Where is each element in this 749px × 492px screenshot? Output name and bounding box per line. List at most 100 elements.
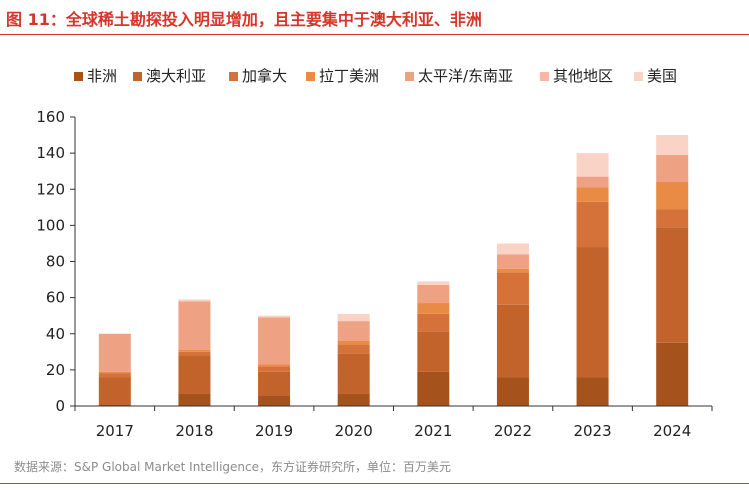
footer-divider	[0, 483, 749, 484]
y-tick-label: 40	[46, 325, 65, 343]
y-tick-label: 160	[36, 108, 65, 126]
legend-swatch	[306, 72, 315, 81]
bar-segment	[98, 371, 131, 374]
chart-title: 图 11：全球稀土勘探投入明显增加，且主要集中于澳大利亚、非洲	[6, 10, 482, 29]
bar-segment	[258, 364, 291, 367]
bar-stack-2020	[337, 313, 370, 406]
bar-segment	[417, 313, 450, 332]
y-tick-label: 100	[36, 216, 65, 234]
bar-stack-2024	[656, 135, 689, 406]
bar-segment	[178, 301, 211, 351]
y-axis: 0 20 40 60 80 100 120 140 160	[36, 108, 76, 415]
bar-segment	[417, 281, 450, 285]
bar-segment	[337, 340, 370, 345]
bar-segment	[656, 182, 689, 210]
legend-item: 拉丁美洲	[306, 67, 379, 85]
legend-item: 美国	[634, 67, 677, 85]
bar-segment	[576, 247, 609, 378]
bars	[98, 135, 689, 406]
source-note: 数据来源：S&P Global Market Intelligence，东方证券…	[14, 460, 452, 474]
y-tick-label: 20	[46, 361, 65, 379]
bar-segment	[417, 284, 450, 304]
bar-segment	[337, 313, 370, 322]
bar-segment	[496, 272, 529, 305]
legend-swatch	[74, 72, 83, 81]
bar-segment	[98, 404, 131, 406]
bar-segment	[496, 243, 529, 255]
y-tick-label: 0	[55, 397, 65, 415]
bar-segment	[178, 393, 211, 406]
bar-segment	[656, 209, 689, 228]
legend-label: 非洲	[87, 67, 117, 85]
bar-segment	[496, 377, 529, 406]
legend-item: 其他地区	[540, 67, 613, 85]
legend-label: 太平洋/东南亚	[418, 67, 513, 85]
legend-swatch	[634, 72, 643, 81]
y-tick-label: 60	[46, 289, 65, 307]
x-axis: 2017 2018 2019 2020 2021 2022 2023 2024	[74, 405, 713, 440]
legend-swatch	[405, 72, 414, 81]
bar-segment	[337, 353, 370, 394]
bar-segment	[178, 351, 211, 356]
legend-item: 澳大利亚	[133, 67, 206, 85]
legend-item: 太平洋/东南亚	[405, 67, 513, 85]
bar-stack-2023	[576, 153, 609, 406]
bar-stack-2019	[258, 315, 291, 406]
bar-segment	[576, 201, 609, 248]
bar-segment	[337, 344, 370, 354]
x-tick-label: 2020	[335, 422, 373, 440]
x-tick-label: 2017	[96, 422, 134, 440]
title-divider	[0, 34, 749, 35]
x-tick-label: 2018	[175, 422, 213, 440]
bar-segment	[258, 395, 291, 406]
legend-label: 澳大利亚	[146, 67, 206, 85]
bar-segment	[656, 227, 689, 343]
legend-item: 加拿大	[229, 67, 287, 85]
bar-segment	[98, 377, 131, 405]
bar-segment	[496, 254, 529, 269]
bar-stack-2018	[178, 299, 211, 406]
bar-segment	[98, 333, 131, 372]
bar-segment	[656, 135, 689, 155]
legend-item: 非洲	[74, 67, 117, 85]
bar-segment	[258, 371, 291, 396]
x-tick-label: 2024	[653, 422, 691, 440]
legend-swatch	[540, 72, 549, 81]
bar-segment	[258, 366, 291, 372]
bar-segment	[178, 350, 211, 352]
legend-swatch	[133, 72, 142, 81]
legend: 非洲 澳大利亚 加拿大 拉丁美洲 太平洋/东南亚 其他地区 美国	[74, 67, 677, 85]
bar-segment	[576, 153, 609, 177]
bar-stack-2021	[417, 281, 450, 406]
x-tick-label: 2023	[573, 422, 611, 440]
y-tick-label: 140	[36, 144, 65, 162]
bar-segment	[496, 268, 529, 273]
legend-label: 拉丁美洲	[319, 67, 379, 85]
bar-segment	[258, 315, 291, 318]
y-tick-label: 80	[46, 253, 65, 271]
bar-segment	[337, 393, 370, 406]
bar-segment	[178, 299, 211, 302]
bar-segment	[417, 371, 450, 406]
legend-label: 其他地区	[553, 67, 613, 85]
x-tick-label: 2019	[255, 422, 293, 440]
legend-swatch	[229, 72, 238, 81]
bar-segment	[417, 331, 450, 372]
bar-segment	[496, 304, 529, 378]
bar-stack-2022	[496, 243, 529, 406]
bar-segment	[576, 187, 609, 202]
legend-label: 加拿大	[242, 67, 287, 85]
x-tick-label: 2022	[494, 422, 532, 440]
bar-segment	[656, 154, 689, 183]
bar-segment	[258, 317, 291, 365]
bar-segment	[337, 321, 370, 341]
bar-segment	[417, 303, 450, 314]
bar-segment	[178, 355, 211, 394]
legend-label: 美国	[647, 67, 677, 85]
bar-segment	[98, 373, 131, 378]
x-tick-label: 2021	[414, 422, 452, 440]
bar-segment	[656, 342, 689, 406]
bar-segment	[576, 377, 609, 406]
bar-segment	[576, 176, 609, 188]
